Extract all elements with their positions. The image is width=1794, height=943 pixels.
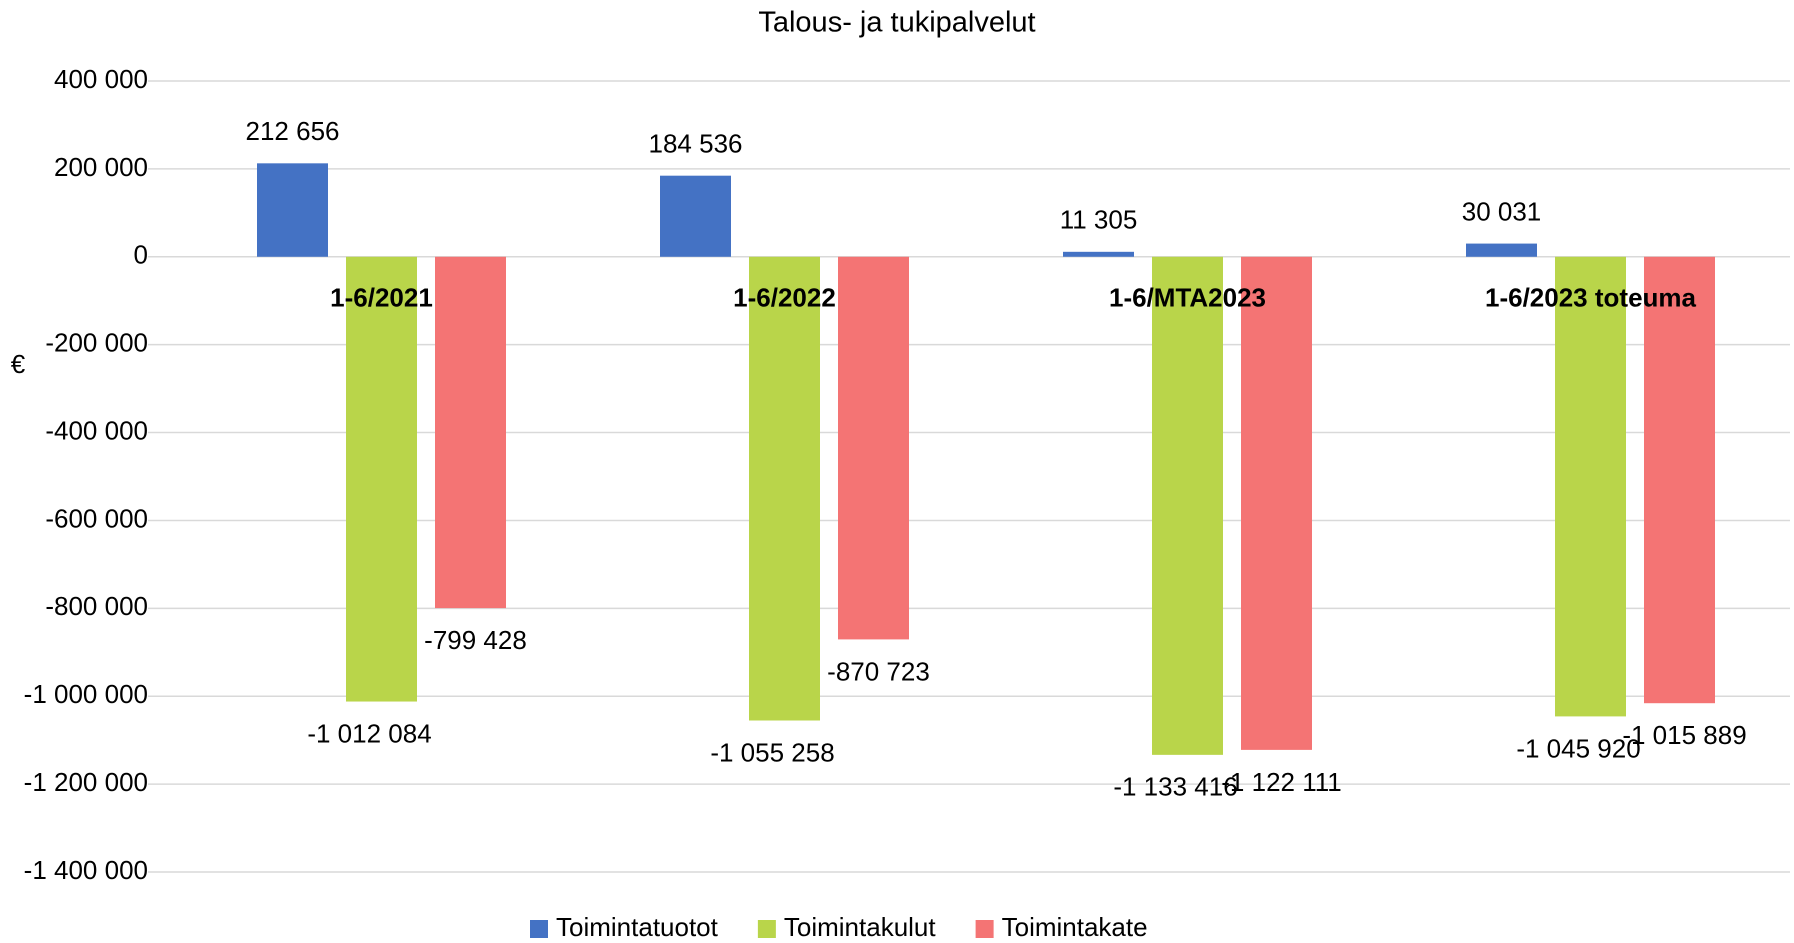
bar — [1152, 256, 1223, 755]
data-label: 212 656 — [246, 116, 340, 146]
y-tick-label: -800 000 — [45, 591, 148, 621]
y-axis-label: € — [11, 349, 26, 379]
bar — [1644, 256, 1715, 704]
data-label: -1 133 416 — [1113, 772, 1237, 802]
bar — [1241, 256, 1312, 750]
data-label: -799 428 — [424, 625, 527, 655]
x-tick-label: 1-6/2022 — [733, 283, 836, 313]
data-label: -1 122 111 — [1221, 767, 1341, 797]
legend-label: Toimintatuotot — [556, 912, 719, 942]
y-tick-label: 200 000 — [54, 152, 148, 182]
data-label: -1 012 084 — [307, 718, 431, 748]
legend-swatch — [530, 920, 548, 938]
bar — [257, 163, 328, 257]
y-tick-label: -1 400 000 — [24, 855, 148, 885]
y-tick-label: -1 000 000 — [24, 679, 148, 709]
legend-label: Toimintakulut — [784, 912, 937, 942]
data-label: -1 045 920 — [1516, 733, 1640, 763]
bar — [749, 256, 820, 721]
bar — [1555, 256, 1626, 717]
data-label: 184 536 — [649, 129, 743, 159]
data-label: -1 055 258 — [710, 737, 834, 767]
legend-swatch — [757, 920, 776, 938]
x-tick-label: 1-6/MTA2023 — [1109, 283, 1266, 313]
bar — [435, 256, 506, 609]
x-tick-label: 1-6/2021 — [330, 283, 433, 313]
bar — [346, 256, 417, 702]
legend-label: Toimintakate — [1002, 912, 1148, 942]
bar — [1063, 251, 1134, 257]
y-tick-label: 400 000 — [54, 64, 148, 94]
bar — [1466, 243, 1537, 257]
legend-swatch — [975, 920, 994, 938]
y-tick-label: -600 000 — [45, 503, 148, 533]
bar — [660, 175, 731, 257]
y-tick-label: -1 200 000 — [24, 767, 148, 797]
data-label: 11 305 — [1060, 205, 1138, 235]
y-tick-label: -200 000 — [45, 328, 148, 358]
x-tick-label: 1-6/2023 toteuma — [1485, 283, 1697, 313]
y-tick-label: 0 — [134, 240, 148, 270]
data-label: -1 015 889 — [1622, 720, 1746, 750]
bar — [838, 256, 909, 640]
data-label: 30 031 — [1462, 196, 1542, 226]
data-label: -870 723 — [827, 656, 930, 686]
chart-title: Talous- ja tukipalvelut — [758, 7, 1035, 39]
y-tick-label: -400 000 — [45, 415, 148, 445]
